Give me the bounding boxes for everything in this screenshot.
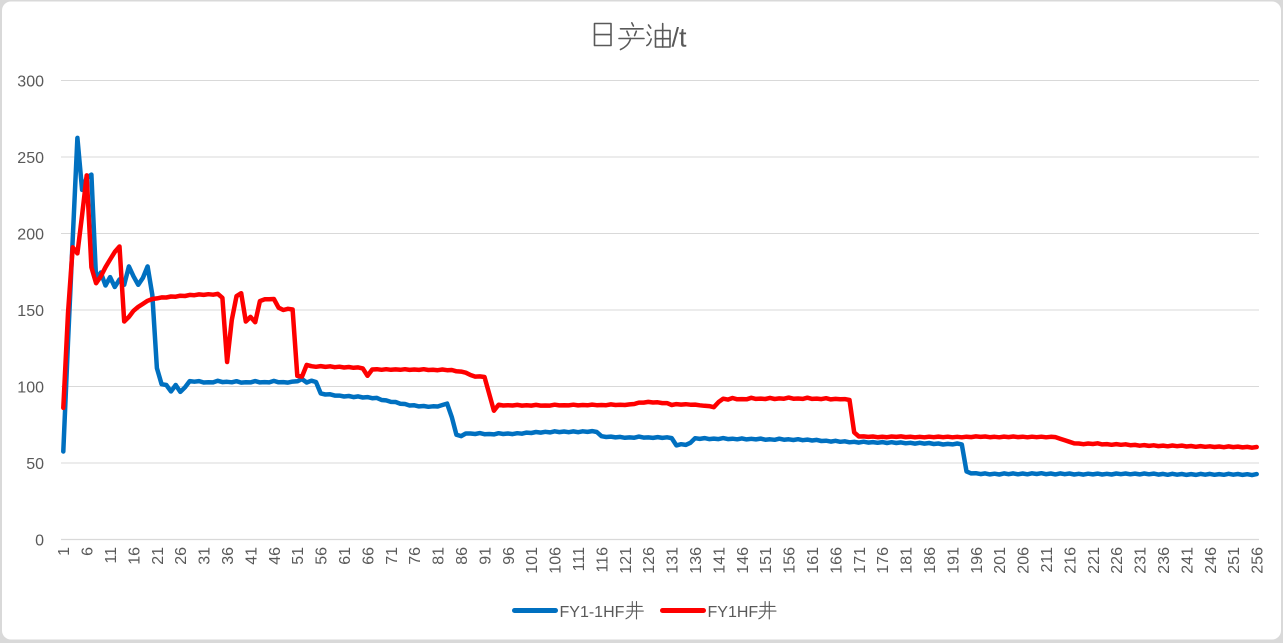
svg-text:151: 151	[758, 547, 775, 574]
svg-text:56: 56	[314, 547, 331, 565]
svg-text:171: 171	[852, 547, 869, 574]
svg-text:131: 131	[665, 547, 682, 574]
svg-text:186: 186	[922, 547, 939, 574]
svg-text:256: 256	[1250, 547, 1267, 574]
svg-text:86: 86	[454, 547, 471, 565]
svg-text:216: 216	[1062, 547, 1079, 574]
svg-text:76: 76	[407, 547, 424, 565]
svg-text:111: 111	[571, 547, 588, 571]
svg-text:251: 251	[1226, 547, 1243, 574]
svg-text:81: 81	[431, 547, 448, 565]
svg-text:51: 51	[290, 547, 307, 565]
svg-text:121: 121	[618, 547, 635, 574]
svg-text:71: 71	[384, 547, 401, 565]
svg-text:246: 246	[1203, 547, 1220, 574]
svg-text:191: 191	[945, 547, 962, 574]
svg-text:FY1HF: FY1HF	[708, 604, 759, 621]
svg-text:201: 201	[992, 547, 1009, 574]
svg-text:/t: /t	[672, 23, 688, 53]
svg-text:16: 16	[126, 547, 143, 565]
svg-text:21: 21	[150, 547, 167, 565]
svg-text:150: 150	[17, 303, 44, 320]
svg-text:101: 101	[524, 547, 541, 574]
svg-text:156: 156	[782, 547, 799, 574]
svg-text:161: 161	[805, 547, 822, 574]
svg-text:236: 236	[1156, 547, 1173, 574]
svg-text:300: 300	[17, 73, 44, 90]
svg-text:26: 26	[173, 547, 190, 565]
svg-text:46: 46	[267, 547, 284, 565]
svg-text:231: 231	[1133, 547, 1150, 574]
svg-text:211: 211	[1039, 547, 1056, 573]
svg-text:136: 136	[688, 547, 705, 574]
svg-text:241: 241	[1179, 547, 1196, 574]
svg-text:1: 1	[56, 547, 73, 556]
svg-text:200: 200	[17, 226, 44, 243]
svg-text:100: 100	[17, 379, 44, 396]
svg-text:176: 176	[875, 547, 892, 574]
svg-text:66: 66	[360, 547, 377, 565]
svg-text:116: 116	[594, 547, 611, 573]
svg-text:181: 181	[899, 547, 916, 574]
svg-text:126: 126	[641, 547, 658, 574]
svg-text:36: 36	[220, 547, 237, 565]
svg-text:61: 61	[337, 547, 354, 565]
svg-text:141: 141	[711, 547, 728, 574]
svg-text:91: 91	[477, 547, 494, 565]
svg-text:250: 250	[17, 150, 44, 167]
svg-text:146: 146	[735, 547, 752, 574]
svg-text:FY1-1HF: FY1-1HF	[560, 604, 625, 621]
svg-text:6: 6	[80, 547, 97, 556]
svg-text:96: 96	[501, 547, 518, 565]
svg-text:226: 226	[1109, 547, 1126, 574]
svg-text:166: 166	[828, 547, 845, 574]
svg-text:0: 0	[35, 532, 44, 549]
svg-text:221: 221	[1086, 547, 1103, 574]
svg-text:106: 106	[548, 547, 565, 574]
svg-text:50: 50	[26, 456, 44, 473]
svg-text:31: 31	[197, 547, 214, 565]
svg-text:11: 11	[103, 547, 120, 564]
svg-text:41: 41	[243, 547, 260, 565]
svg-text:196: 196	[969, 547, 986, 574]
svg-text:206: 206	[1016, 547, 1033, 574]
